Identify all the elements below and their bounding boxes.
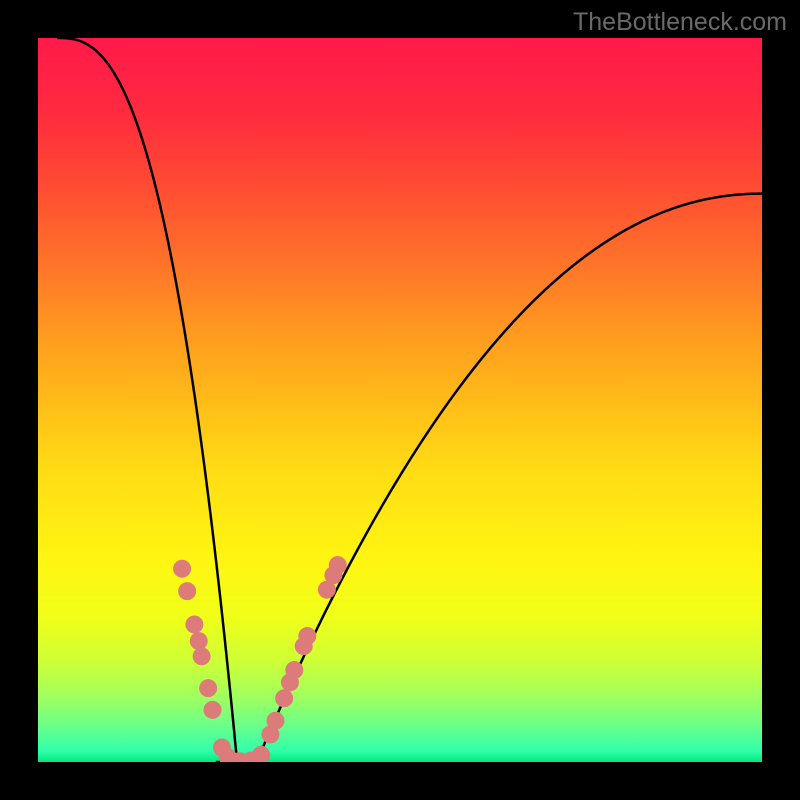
bottleneck-curve <box>38 38 762 762</box>
data-marker <box>266 712 284 730</box>
data-marker <box>329 556 347 574</box>
data-marker <box>298 627 316 645</box>
data-marker <box>275 689 293 707</box>
curve-segment <box>58 38 237 762</box>
data-marker <box>173 560 191 578</box>
chart-container: { "watermark": { "text": "TheBottleneck.… <box>0 0 800 800</box>
data-marker <box>190 632 208 650</box>
watermark-text: TheBottleneck.com <box>573 8 787 37</box>
data-marker <box>185 615 203 633</box>
plot-area <box>38 38 762 762</box>
data-marker <box>199 679 217 697</box>
data-marker <box>203 701 221 719</box>
data-marker <box>252 746 270 762</box>
data-marker <box>193 647 211 665</box>
data-marker <box>178 582 196 600</box>
plot-outer-frame <box>0 0 800 800</box>
data-marker <box>285 661 303 679</box>
curve-segment <box>257 194 762 762</box>
